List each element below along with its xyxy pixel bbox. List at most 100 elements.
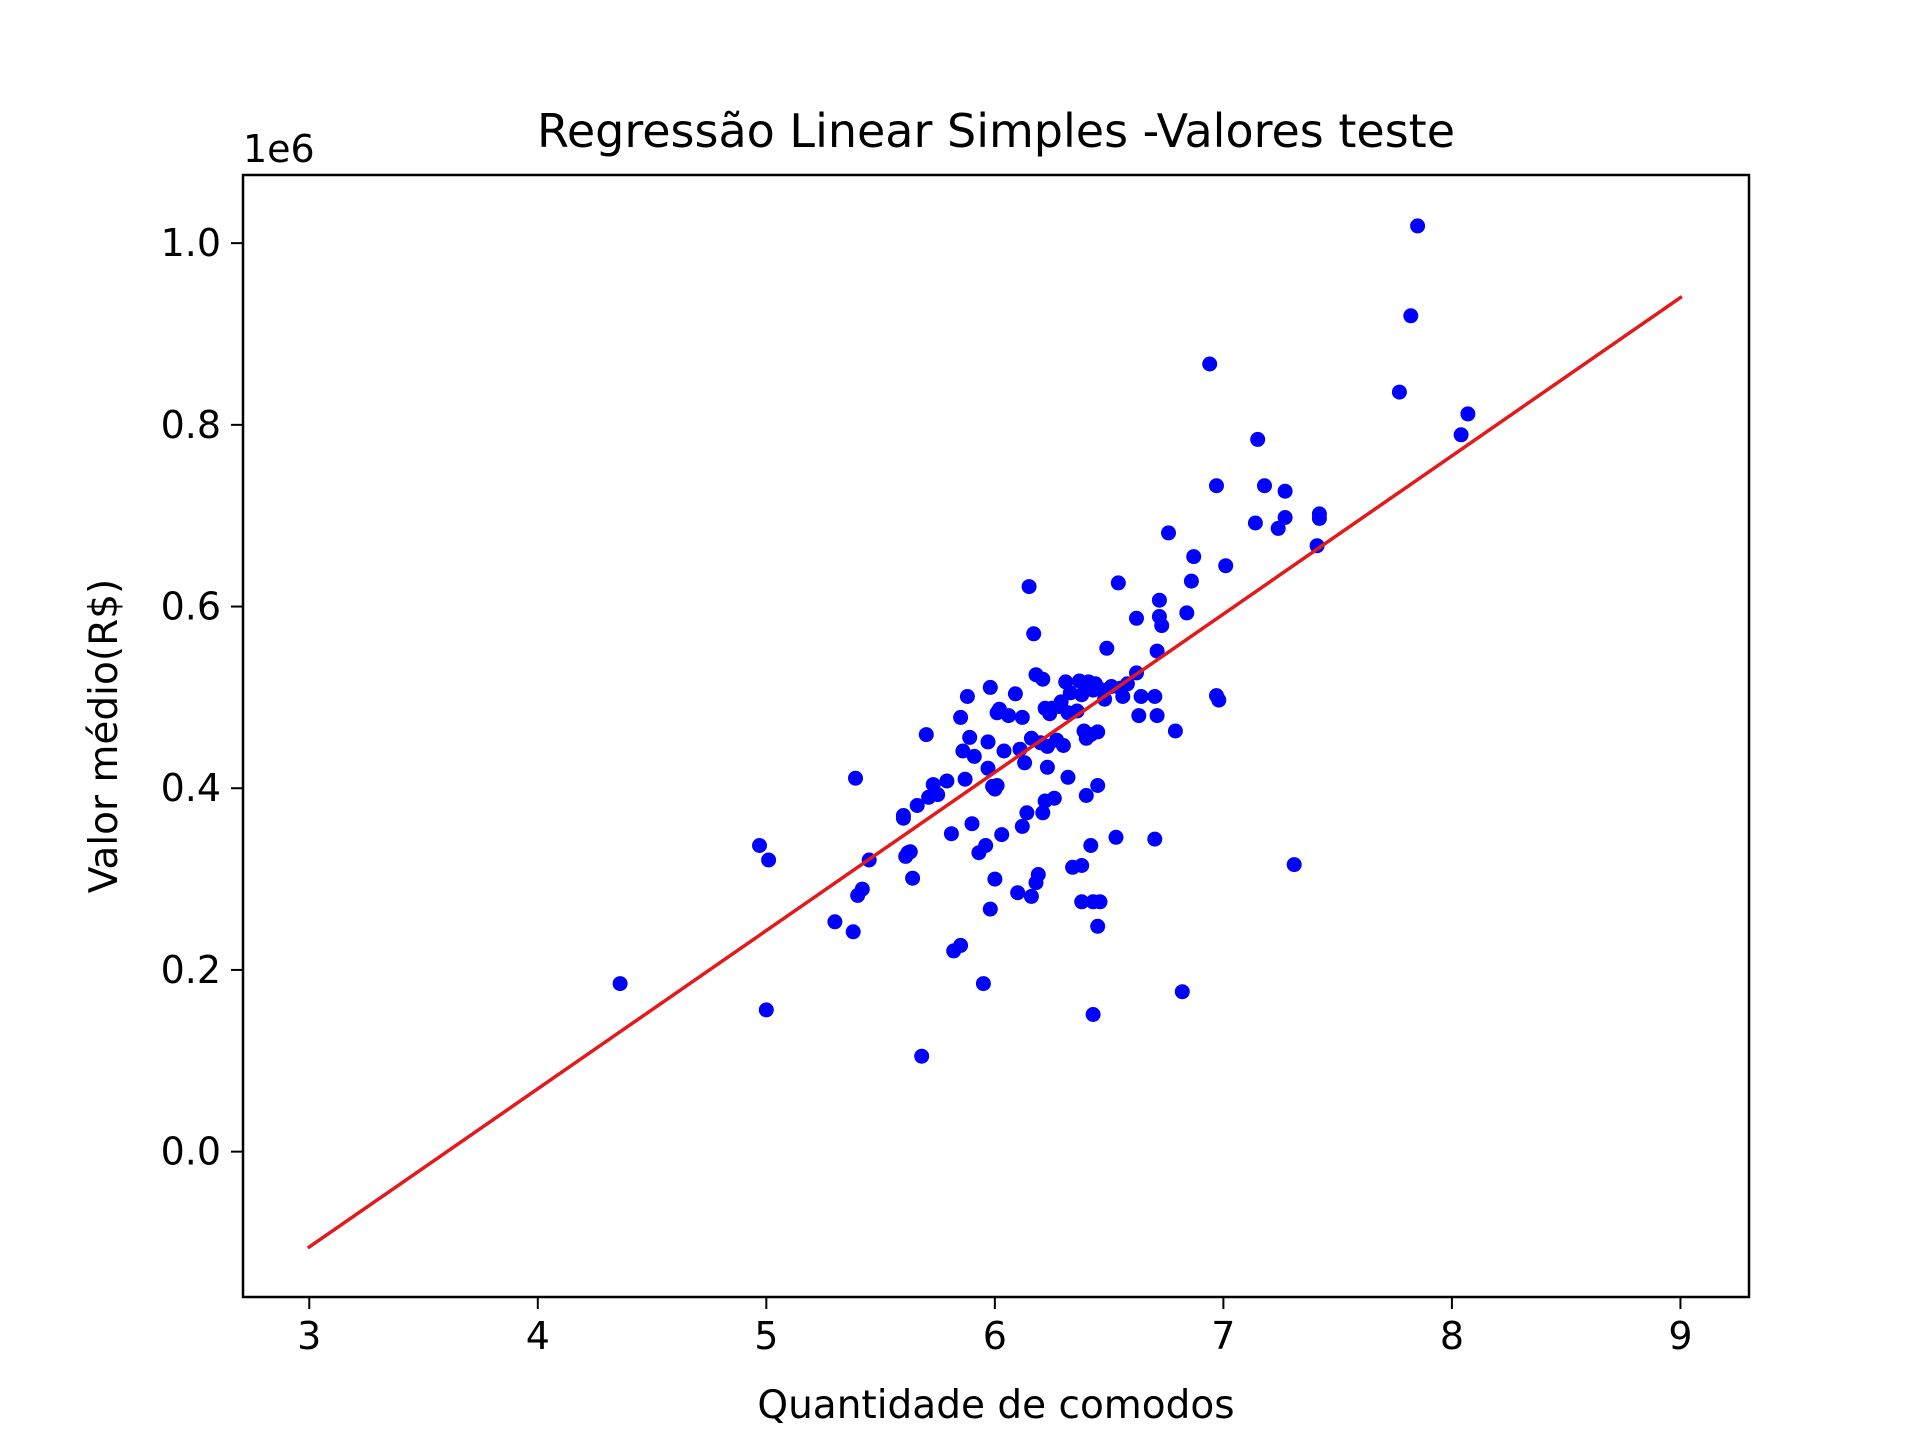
data-point (978, 838, 994, 853)
data-point (966, 748, 982, 764)
data-point (1161, 525, 1176, 541)
plot-area-frame (241, 173, 1751, 1299)
data-point (1174, 984, 1190, 1000)
data-point (1039, 759, 1055, 775)
data-point (612, 976, 628, 992)
data-point (1403, 308, 1419, 324)
data-point (1021, 579, 1037, 595)
x-axis-label: Quantidade de comodos (757, 1383, 1234, 1428)
data-point (914, 1048, 930, 1064)
data-point (1119, 676, 1135, 692)
data-point (1211, 692, 1227, 708)
data-point (1147, 689, 1163, 704)
data-point (752, 838, 767, 853)
data-point (1090, 918, 1106, 934)
data-point (827, 914, 843, 930)
data-point (1078, 788, 1094, 803)
data-point (1046, 790, 1062, 806)
data-point (1311, 510, 1327, 526)
data-point (1017, 755, 1033, 771)
data-point (1099, 640, 1115, 656)
data-point (930, 787, 946, 803)
data-point (1154, 618, 1170, 634)
x-tick-label: 8 (1440, 1314, 1464, 1358)
y-tick-label: 0.6 (161, 585, 221, 629)
data-point (909, 798, 925, 813)
data-point (980, 734, 996, 750)
data-point (1083, 838, 1099, 853)
data-point (1090, 724, 1106, 740)
data-point (975, 976, 991, 992)
y-tick-label: 1.0 (161, 221, 221, 265)
data-point (980, 760, 996, 776)
data-point (982, 901, 998, 917)
data-point (1014, 709, 1030, 725)
data-point (1391, 384, 1407, 400)
data-point (848, 770, 863, 786)
data-point (1277, 483, 1293, 499)
data-point (955, 743, 971, 759)
data-point (1151, 592, 1167, 608)
data-point (1110, 575, 1126, 591)
data-point (1035, 805, 1051, 821)
data-point (987, 871, 1003, 887)
x-tick-label: 6 (983, 1314, 1007, 1358)
data-point (1209, 478, 1224, 494)
data-point (1074, 687, 1090, 703)
data-point (1183, 573, 1199, 589)
data-point (1257, 478, 1272, 494)
y-tick-label: 0.2 (161, 948, 221, 992)
x-tick-label: 7 (1211, 1314, 1235, 1358)
y-axis-label: Valor médio(R$) (82, 579, 127, 893)
y-tick-label: 0.4 (161, 766, 221, 810)
data-point (1410, 218, 1426, 234)
data-point (1055, 738, 1071, 753)
y-axis-offset-label: 1e6 (243, 127, 315, 171)
data-point (1147, 831, 1163, 847)
data-point (996, 743, 1012, 759)
data-point (1007, 686, 1023, 702)
data-point (1001, 708, 1017, 724)
data-point (895, 808, 911, 823)
data-point (1035, 671, 1051, 687)
data-point (1247, 515, 1263, 531)
y-tick-label: 0.8 (161, 403, 221, 447)
x-axis: 3 4 5 6 7 8 9 (297, 1297, 1693, 1358)
data-point (962, 729, 978, 745)
data-point (953, 937, 969, 953)
data-point (982, 679, 998, 695)
data-point (1074, 858, 1090, 873)
data-point (1149, 708, 1165, 724)
x-tick-label: 3 (297, 1314, 321, 1358)
x-tick-label: 4 (526, 1314, 550, 1358)
data-point (1453, 427, 1469, 443)
data-point (994, 827, 1010, 843)
chart-title: Regressão Linear Simples -Valores teste (537, 104, 1455, 158)
data-point (918, 727, 934, 743)
data-point (1250, 431, 1266, 447)
regression-line-group (306, 295, 1683, 1250)
data-point (845, 924, 861, 940)
data-point (957, 771, 973, 787)
data-point (1014, 818, 1030, 834)
data-point (1060, 769, 1076, 785)
data-point (1090, 778, 1106, 793)
data-point (1019, 805, 1035, 821)
data-point (943, 826, 959, 842)
data-point (1277, 510, 1293, 525)
data-point (939, 773, 955, 789)
data-point (1186, 549, 1202, 565)
data-point (964, 816, 980, 832)
data-point (758, 1002, 774, 1018)
data-point (1053, 694, 1069, 710)
data-point (1218, 558, 1234, 574)
data-point (1108, 829, 1124, 845)
data-point (1270, 520, 1286, 536)
data-point (1062, 685, 1078, 701)
data-point (761, 852, 777, 868)
data-point (1030, 867, 1046, 882)
data-point (1133, 689, 1149, 704)
data-point (989, 778, 1005, 793)
data-point (1010, 885, 1026, 901)
